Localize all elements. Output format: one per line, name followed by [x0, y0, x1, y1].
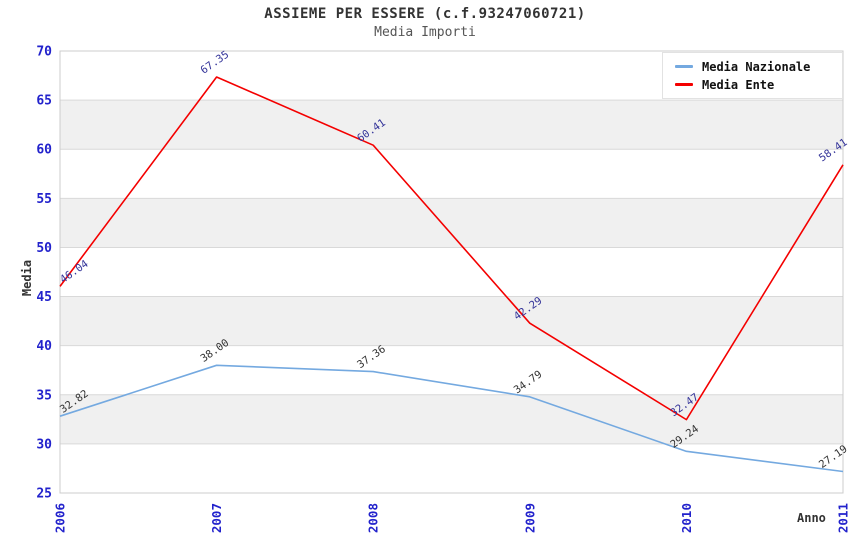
y-tick-label: 25 [36, 487, 52, 502]
y-tick-label: 45 [36, 290, 52, 305]
x-tick-label: 2011 [836, 503, 850, 533]
y-tick-label: 70 [36, 45, 52, 60]
legend: Media Nazionale Media Ente [662, 52, 843, 99]
y-tick-label: 40 [36, 339, 52, 354]
point-value-label: 27.19 [817, 443, 850, 471]
chart-subtitle: Media Importi [374, 25, 476, 40]
y-tick-label: 35 [36, 388, 52, 403]
point-value-label: 37.36 [355, 343, 388, 371]
y-tick-label: 50 [36, 241, 52, 256]
x-tick-label: 2007 [209, 503, 224, 533]
media-ente-line-swatch [675, 83, 693, 86]
x-tick-label: 2008 [366, 503, 381, 533]
media-nazionale-line-swatch [675, 65, 693, 68]
legend-label: Media Nazionale [702, 59, 811, 74]
y-tick-label: 30 [36, 437, 52, 452]
x-tick-label: 2010 [679, 503, 694, 533]
y-tick-label: 65 [36, 94, 52, 109]
legend-item-media-nazionale: Media Nazionale [675, 61, 842, 73]
x-axis-title: Anno [797, 511, 826, 525]
series-line [59, 76, 844, 421]
legend-item-media-ente: Media Ente [675, 79, 842, 91]
legend-label: Media Ente [702, 77, 775, 92]
chart-title: ASSIEME PER ESSERE (c.f.93247060721) [264, 6, 586, 22]
point-value-label: 67.35 [198, 49, 231, 77]
series-line [59, 364, 844, 473]
x-tick-label: 2009 [522, 503, 537, 533]
point-value-label: 34.79 [512, 368, 545, 396]
x-tick-label: 2006 [53, 503, 68, 533]
point-value-label: 46.04 [58, 258, 91, 286]
y-tick-label: 60 [36, 143, 52, 158]
y-tick-label: 55 [36, 192, 52, 207]
